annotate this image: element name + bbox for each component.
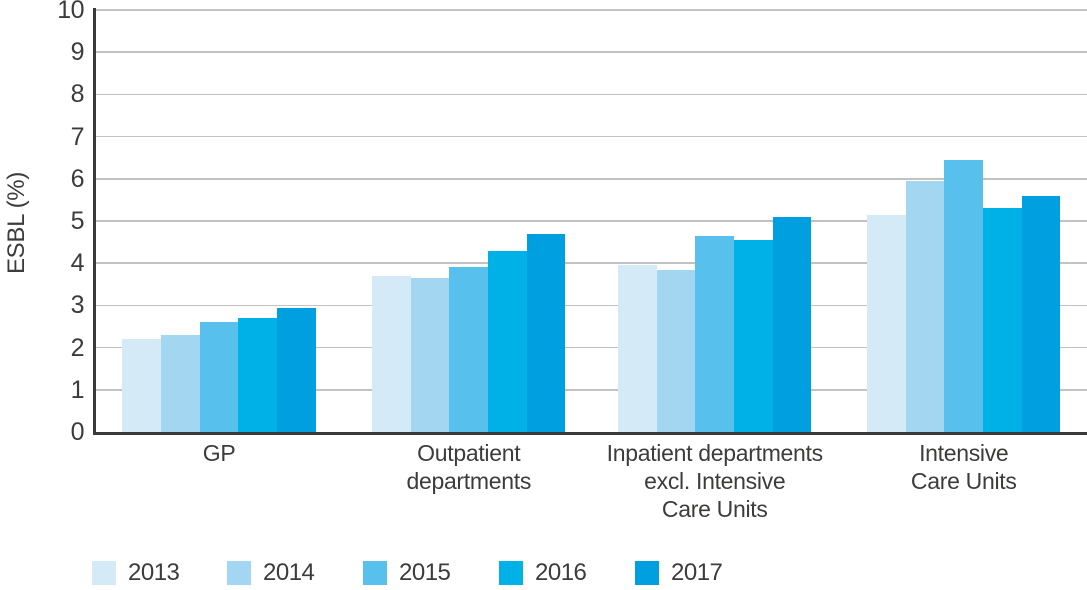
bar-2017-4 [1021, 195, 1061, 432]
bar-2013-3 [618, 265, 657, 432]
bar-2013-1 [122, 339, 161, 432]
y-axis-line [93, 8, 96, 435]
bar-2016-2 [488, 250, 527, 432]
bar-2015-1 [199, 322, 239, 432]
bar-2015-2 [449, 267, 489, 432]
y-tick-label-0: 0 [70, 418, 85, 446]
category-label-1: GP [202, 440, 236, 466]
legend-label-2015: 2015 [399, 559, 451, 586]
bar-2015-4 [944, 159, 984, 432]
gridline-8 [93, 93, 1087, 96]
bar-2014-2 [410, 277, 450, 432]
y-tick-label-3: 3 [70, 291, 85, 320]
gridline-5 [93, 220, 1087, 222]
y-tick-label-9: 9 [70, 38, 85, 67]
y-tick-label-10: 10 [57, 0, 84, 24]
gridline-1 [93, 389, 1087, 391]
bar-2017-1 [277, 307, 316, 432]
y-tick-label-2: 2 [70, 333, 85, 362]
bar-2017-2 [526, 233, 566, 432]
legend-swatch-2017 [635, 561, 659, 585]
y-tick-label-5: 5 [70, 207, 85, 235]
bar-2014-3 [656, 269, 696, 432]
legend: 2013 2014 2015 2016 2017 [0, 561, 1087, 590]
legend-item-2014: 2014 [227, 559, 315, 586]
category-label-4: Intensive Care Units [910, 440, 1017, 494]
gridline-3 [93, 304, 1087, 307]
bar-2015-3 [695, 235, 735, 432]
y-tick-label-1: 1 [70, 375, 85, 404]
bar-2014-1 [161, 334, 200, 432]
category-label-3: Inpatient departments excl. Intensive Care… [606, 440, 823, 522]
gridline-6 [93, 178, 1087, 180]
gridline-10 [93, 9, 1087, 11]
legend-item-2017: 2017 [635, 559, 723, 586]
gridline-4 [93, 262, 1087, 264]
legend-swatch-2013 [92, 561, 116, 585]
legend-label-2017: 2017 [671, 559, 723, 586]
x-axis-line [93, 432, 1087, 435]
legend-swatch-2015 [363, 561, 387, 585]
bar-2013-2 [372, 275, 411, 432]
category-label-2: Outpatient departments [406, 440, 532, 494]
y-tick-label-4: 4 [70, 249, 85, 278]
y-tick-label-6: 6 [70, 164, 85, 193]
legend-swatch-2014 [227, 561, 251, 585]
legend-label-2013: 2013 [128, 559, 180, 586]
legend-item-2015: 2015 [363, 559, 451, 586]
gridline-9 [93, 51, 1087, 53]
gridline-7 [93, 135, 1087, 138]
legend-swatch-2016 [499, 561, 523, 585]
bar-2016-4 [983, 208, 1022, 432]
legend-label-2016: 2016 [535, 559, 587, 586]
legend-label-2014: 2014 [263, 559, 315, 586]
legend-item-2016: 2016 [499, 559, 587, 586]
y-tick-label-8: 8 [70, 80, 85, 109]
bar-2014-4 [905, 180, 945, 432]
y-tick-label-7: 7 [70, 122, 85, 151]
bar-2016-3 [734, 239, 773, 432]
gridline-2 [93, 346, 1087, 349]
bar-2017-3 [772, 216, 812, 432]
legend-item-2013: 2013 [92, 559, 180, 586]
bar-2013-4 [867, 214, 906, 432]
bar-2016-1 [238, 318, 278, 432]
